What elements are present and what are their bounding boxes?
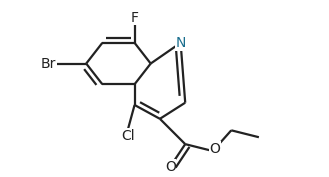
Text: N: N: [175, 36, 186, 50]
Text: O: O: [210, 142, 220, 156]
Text: Cl: Cl: [121, 129, 135, 143]
Text: O: O: [165, 160, 176, 174]
Text: F: F: [131, 10, 139, 24]
Text: Br: Br: [40, 56, 56, 71]
